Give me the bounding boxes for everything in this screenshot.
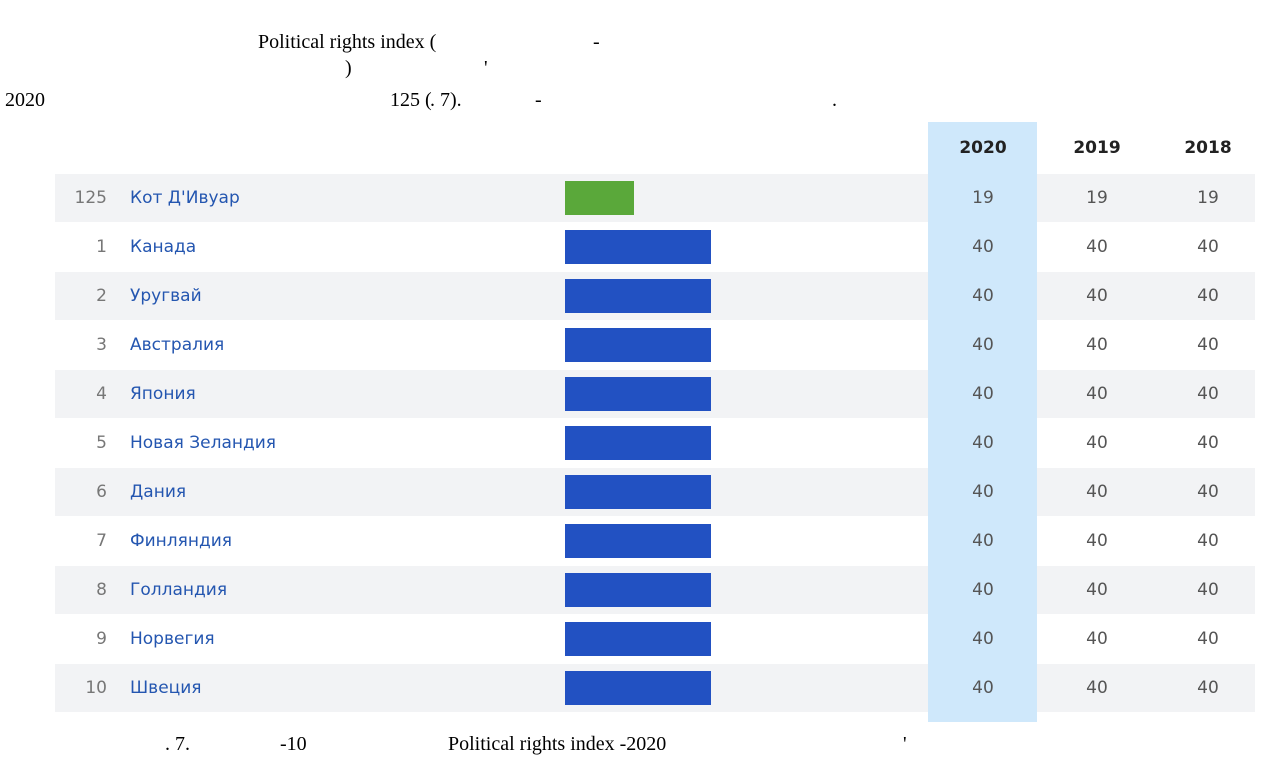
value: 40 <box>972 531 994 551</box>
bar <box>565 181 635 215</box>
column-header: 2020 <box>959 138 1007 158</box>
value: 40 <box>1086 286 1108 306</box>
bar <box>565 671 711 705</box>
bar <box>565 475 711 509</box>
country-link: Новая Зеландия <box>130 433 277 453</box>
value: 40 <box>1086 629 1108 649</box>
intro-text: . <box>832 89 837 111</box>
value: 40 <box>1197 237 1219 257</box>
rank: 1 <box>96 237 107 257</box>
value: 40 <box>972 580 994 600</box>
column-header: 2019 <box>1073 138 1121 158</box>
value: 40 <box>1086 531 1108 551</box>
country-link: Кот Д'Ивуар <box>130 188 240 208</box>
value: 19 <box>1086 188 1108 208</box>
value: 40 <box>1197 286 1219 306</box>
bar <box>565 230 711 264</box>
caption-text: -10 <box>280 733 307 755</box>
row-stripe <box>55 174 1255 222</box>
value: 40 <box>972 678 994 698</box>
column-header: 2018 <box>1184 138 1232 158</box>
country-link: Швеция <box>130 678 202 698</box>
value: 40 <box>1197 433 1219 453</box>
value: 40 <box>1197 678 1219 698</box>
bar <box>565 426 711 460</box>
rank: 4 <box>96 384 107 404</box>
rank: 9 <box>96 629 107 649</box>
rank: 8 <box>96 580 107 600</box>
intro-text: ' <box>484 57 488 79</box>
column-highlight <box>928 122 1037 722</box>
value: 40 <box>972 237 994 257</box>
bar <box>565 573 711 607</box>
country-link: Япония <box>130 384 196 404</box>
value: 40 <box>1086 237 1108 257</box>
caption-text: ' <box>903 733 907 755</box>
value: 40 <box>972 286 994 306</box>
value: 40 <box>972 384 994 404</box>
country-link: Уругвай <box>130 286 202 306</box>
rank: 3 <box>96 335 107 355</box>
intro-text: - <box>593 31 600 53</box>
bar <box>565 328 711 362</box>
value: 40 <box>972 482 994 502</box>
intro-text: . 7). <box>430 89 462 111</box>
rank: 6 <box>96 482 107 502</box>
value: 19 <box>1197 188 1219 208</box>
bar <box>565 279 711 313</box>
value: 40 <box>1197 482 1219 502</box>
value: 40 <box>1197 384 1219 404</box>
intro-text: Political rights index ( <box>258 31 437 53</box>
intro-text: ) <box>345 57 352 79</box>
value: 40 <box>1086 384 1108 404</box>
bar <box>565 377 711 411</box>
country-link: Дания <box>130 482 187 502</box>
caption-text: . 7. <box>165 733 190 755</box>
rank: 7 <box>96 531 107 551</box>
rank: 2 <box>96 286 107 306</box>
value: 40 <box>1197 531 1219 551</box>
value: 40 <box>972 629 994 649</box>
value: 40 <box>1197 580 1219 600</box>
rank: 5 <box>96 433 107 453</box>
rank: 10 <box>85 678 107 698</box>
bar <box>565 622 711 656</box>
value: 40 <box>1086 482 1108 502</box>
country-link: Австралия <box>130 335 225 355</box>
value: 40 <box>1086 580 1108 600</box>
rank: 125 <box>74 188 107 208</box>
value: 40 <box>972 335 994 355</box>
country-link: Норвегия <box>130 629 215 649</box>
country-link: Канада <box>130 237 197 257</box>
value: 40 <box>1086 433 1108 453</box>
value: 40 <box>1086 678 1108 698</box>
value: 40 <box>972 433 994 453</box>
intro-text: 125 ( <box>390 89 432 111</box>
value: 40 <box>1086 335 1108 355</box>
value: 40 <box>1197 335 1219 355</box>
intro-text: 2020 <box>5 89 45 111</box>
bar <box>565 524 711 558</box>
value: 40 <box>1197 629 1219 649</box>
country-link: Финляндия <box>130 531 233 551</box>
caption-text: Political rights index -2020 <box>448 733 667 755</box>
country-link: Голландия <box>130 580 228 600</box>
value: 19 <box>972 188 994 208</box>
intro-text: - <box>535 89 542 111</box>
